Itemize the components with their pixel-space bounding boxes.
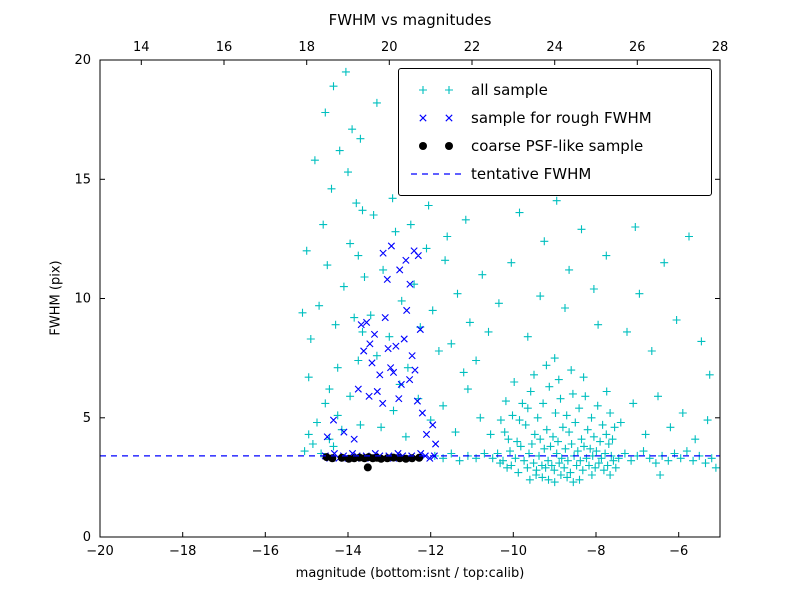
- x-bottom-tick-label: −18: [169, 544, 196, 559]
- legend-label: sample for rough FWHM: [471, 109, 652, 127]
- legend-marker-circle-icon: [419, 142, 453, 150]
- x-top-tick-label: 18: [298, 40, 315, 55]
- legend-label: tentative FWHM: [471, 165, 592, 183]
- x-bottom-tick-label: −8: [586, 544, 605, 559]
- x-top-tick-label: 24: [546, 40, 563, 55]
- x-bottom-tick-label: −6: [669, 544, 688, 559]
- axes: −20 −18 −16 −14 −12 −10 −8 −6 14 16 18 20 22 24 26 28 0 5…: [74, 40, 728, 559]
- legend-marker-plus-icon: [419, 86, 453, 94]
- x-axis-label: magnitude (bottom:isnt / top:calib): [295, 566, 525, 581]
- x-bottom-tick-label: −20: [86, 544, 113, 559]
- all-sample-markers: [298, 67, 720, 487]
- legend-entry: all sample: [407, 76, 703, 104]
- coarse-psf-like-sample-marker: [337, 453, 346, 462]
- coarse-psf-like-sample-marker: [363, 463, 372, 472]
- y-tick-label: 5: [83, 411, 91, 426]
- legend-entry: sample for rough FWHM: [407, 104, 703, 132]
- legend-marker-dashed-line-icon: [411, 173, 461, 175]
- series-sample-for-rough-fwhm: [321, 242, 440, 462]
- sample-for-rough-fwhm-markers: [321, 242, 440, 462]
- legend: all sample sample for rough FWHM coarse PS…: [398, 68, 712, 196]
- coarse-psf-like-sample-marker: [415, 453, 424, 462]
- x-bottom-tick-label: −14: [334, 544, 361, 559]
- x-top-tick-label: 14: [133, 40, 150, 55]
- legend-label: all sample: [471, 81, 548, 99]
- y-tick-label: 0: [83, 530, 91, 545]
- x-top-tick-label: 28: [712, 40, 729, 55]
- series-all-sample: [298, 67, 720, 487]
- y-tick-label: 15: [74, 172, 91, 187]
- y-axis-label: FWHM (pix): [48, 260, 64, 336]
- legend-entry: tentative FWHM: [407, 160, 703, 188]
- legend-label: coarse PSF-like sample: [471, 137, 644, 155]
- legend-marker-x-icon: [419, 114, 453, 122]
- chart-title: FWHM vs magnitudes: [328, 11, 492, 29]
- x-bottom-tick-label: −10: [500, 544, 527, 559]
- x-bottom-tick-label: −12: [417, 544, 444, 559]
- x-top-tick-label: 26: [629, 40, 646, 55]
- legend-entry: coarse PSF-like sample: [407, 132, 703, 160]
- x-top-tick-label: 16: [216, 40, 233, 55]
- x-bottom-tick-label: −16: [252, 544, 279, 559]
- x-top-tick-label: 20: [381, 40, 398, 55]
- coarse-psf-like-sample-marker: [401, 454, 410, 463]
- coarse-psf-like-sample-marker: [377, 454, 386, 463]
- x-top-tick-label: 22: [464, 40, 481, 55]
- y-tick-label: 20: [74, 53, 91, 68]
- y-tick-label: 10: [74, 292, 91, 307]
